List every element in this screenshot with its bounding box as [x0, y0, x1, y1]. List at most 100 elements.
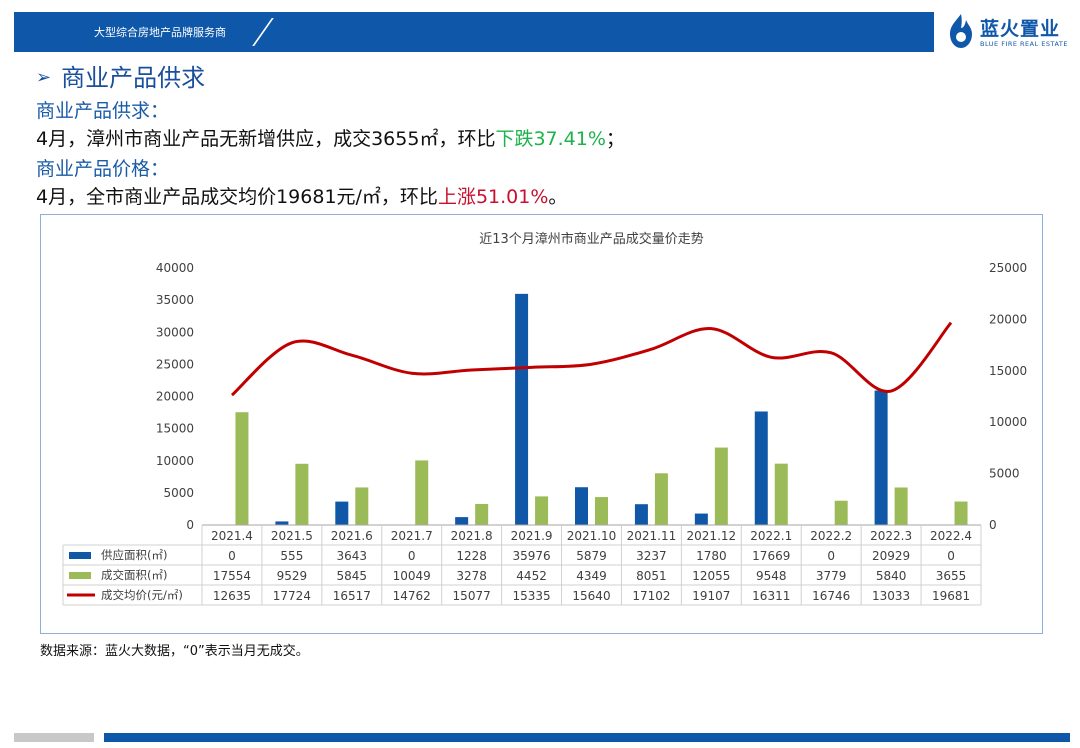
legend-label: 成交均价(元/㎡) — [101, 588, 183, 602]
footer-bar-blue — [104, 733, 1070, 742]
category-label: 2021.10 — [567, 529, 617, 543]
data-value: 17669 — [752, 549, 790, 563]
brand-name: 蓝火置业 — [980, 18, 1061, 40]
category-label: 2022.2 — [810, 529, 852, 543]
page-title-text: 商业产品供求 — [61, 64, 206, 92]
supply-bar — [275, 521, 289, 525]
y-left-tick-label: 30000 — [156, 325, 194, 339]
data-value: 0 — [408, 549, 416, 563]
data-value: 3643 — [337, 549, 368, 563]
deal-bar — [714, 447, 728, 525]
data-value: 1228 — [456, 549, 487, 563]
data-value: 9548 — [756, 569, 787, 583]
supply-bar — [754, 411, 768, 525]
y-left-tick-label: 10000 — [156, 454, 194, 468]
deal-bar — [295, 463, 309, 525]
data-value: 14762 — [393, 589, 431, 603]
legend-label: 供应面积(㎡) — [101, 548, 167, 562]
data-value: 3779 — [816, 569, 847, 583]
supply-summary-c: ； — [605, 128, 625, 150]
data-value: 555 — [280, 549, 303, 563]
combo-chart: 近13个月漳州市商业产品成交量价走势 0 5000 10000 15000 20000 25… — [62, 231, 1027, 606]
data-value: 5845 — [337, 569, 368, 583]
data-value: 15335 — [512, 589, 550, 603]
y-right-tick-label: 5000 — [989, 467, 1020, 481]
data-value: 0 — [228, 549, 236, 563]
y-left-tick-label: 40000 — [156, 261, 194, 275]
supply-bar — [455, 517, 469, 525]
data-value: 16746 — [812, 589, 850, 603]
data-value: 19107 — [692, 589, 730, 603]
footer-bar-gray — [14, 733, 94, 742]
deal-bar — [355, 487, 369, 525]
deal-bar — [954, 501, 968, 525]
legend-swatch — [69, 552, 91, 559]
data-value: 1780 — [696, 549, 727, 563]
deal-bar — [235, 412, 249, 525]
data-value: 12055 — [692, 569, 730, 583]
data-value: 8051 — [636, 569, 667, 583]
header-divider — [252, 18, 274, 46]
header-bar: 大型综合房地产品牌服务商 — [14, 12, 934, 52]
y-right-tick-label: 20000 — [989, 312, 1027, 326]
deal-bar — [595, 497, 608, 525]
data-value: 3278 — [456, 569, 487, 583]
deal-bar — [894, 487, 908, 525]
chart-title: 近13个月漳州市商业产品成交量价走势 — [479, 231, 704, 247]
data-value: 17102 — [632, 589, 670, 603]
supply-bar — [874, 390, 888, 525]
category-label: 2022.1 — [750, 529, 792, 543]
y-right-tick-label: 25000 — [989, 261, 1027, 275]
data-value: 4349 — [576, 569, 607, 583]
category-label: 2021.9 — [511, 529, 553, 543]
data-value: 35976 — [512, 549, 550, 563]
chart-panel: 近13个月漳州市商业产品成交量价走势 0 5000 10000 15000 20000 25… — [40, 214, 1043, 634]
data-value: 16517 — [333, 589, 371, 603]
category-label: 2021.4 — [211, 529, 253, 543]
data-value: 19681 — [932, 589, 970, 603]
y-left-tick-label: 15000 — [156, 422, 194, 436]
deal-bar — [415, 460, 429, 525]
page-title: ➢ 商业产品供求 — [36, 58, 205, 93]
price-summary: 4月，全市商业产品成交均价19681元/㎡，环比上涨51.01%。 — [36, 182, 567, 209]
price-heading: 商业产品价格： — [36, 158, 170, 180]
data-value: 17724 — [273, 589, 311, 603]
price-summary-c: 。 — [548, 186, 568, 208]
y-left-tick-label: 35000 — [156, 293, 194, 307]
data-value: 3655 — [936, 569, 967, 583]
y-left-tick-label: 25000 — [156, 357, 194, 371]
data-value: 12635 — [213, 589, 251, 603]
price-summary-a: 4月，全市商业产品成交均价19681元/㎡，环比 — [36, 186, 438, 208]
category-label: 2021.12 — [687, 529, 737, 543]
y-right-tick-label: 15000 — [989, 364, 1027, 378]
category-label: 2021.11 — [627, 529, 677, 543]
data-value: 10049 — [393, 569, 431, 583]
deal-bar — [774, 463, 788, 525]
data-value: 0 — [947, 549, 955, 563]
category-label: 2021.6 — [331, 529, 373, 543]
price-change: 上涨51.01% — [437, 186, 549, 208]
supply-change: 下跌37.41% — [495, 128, 606, 150]
data-source-note: 数据来源：蓝火大数据，“0”表示当月无成交。 — [40, 644, 309, 659]
header-tagline: 大型综合房地产品牌服务商 — [94, 26, 226, 39]
legend-label: 成交面积(㎡) — [101, 568, 167, 582]
brand-name-en: BLUE FIRE REAL ESTATE — [980, 40, 1069, 48]
data-value: 16311 — [752, 589, 790, 603]
category-label: 2022.3 — [870, 529, 912, 543]
supply-bar — [634, 504, 648, 525]
supply-bar — [515, 293, 529, 525]
y-right-tick-label: 10000 — [989, 415, 1027, 429]
category-label: 2022.4 — [930, 529, 972, 543]
data-value: 20929 — [872, 549, 910, 563]
deal-bar — [834, 500, 848, 525]
flame-logo-icon — [950, 14, 972, 48]
y-left-tick-label: 20000 — [156, 390, 194, 404]
data-value: 0 — [827, 549, 835, 563]
arrow-right-icon: ➢ — [36, 67, 52, 88]
y-left-tick-label: 5000 — [163, 486, 194, 500]
supply-heading: 商业产品供求： — [36, 100, 170, 122]
data-value: 5840 — [876, 569, 907, 583]
data-value: 3237 — [636, 549, 667, 563]
data-value: 5879 — [576, 549, 607, 563]
supply-bar — [335, 501, 349, 525]
